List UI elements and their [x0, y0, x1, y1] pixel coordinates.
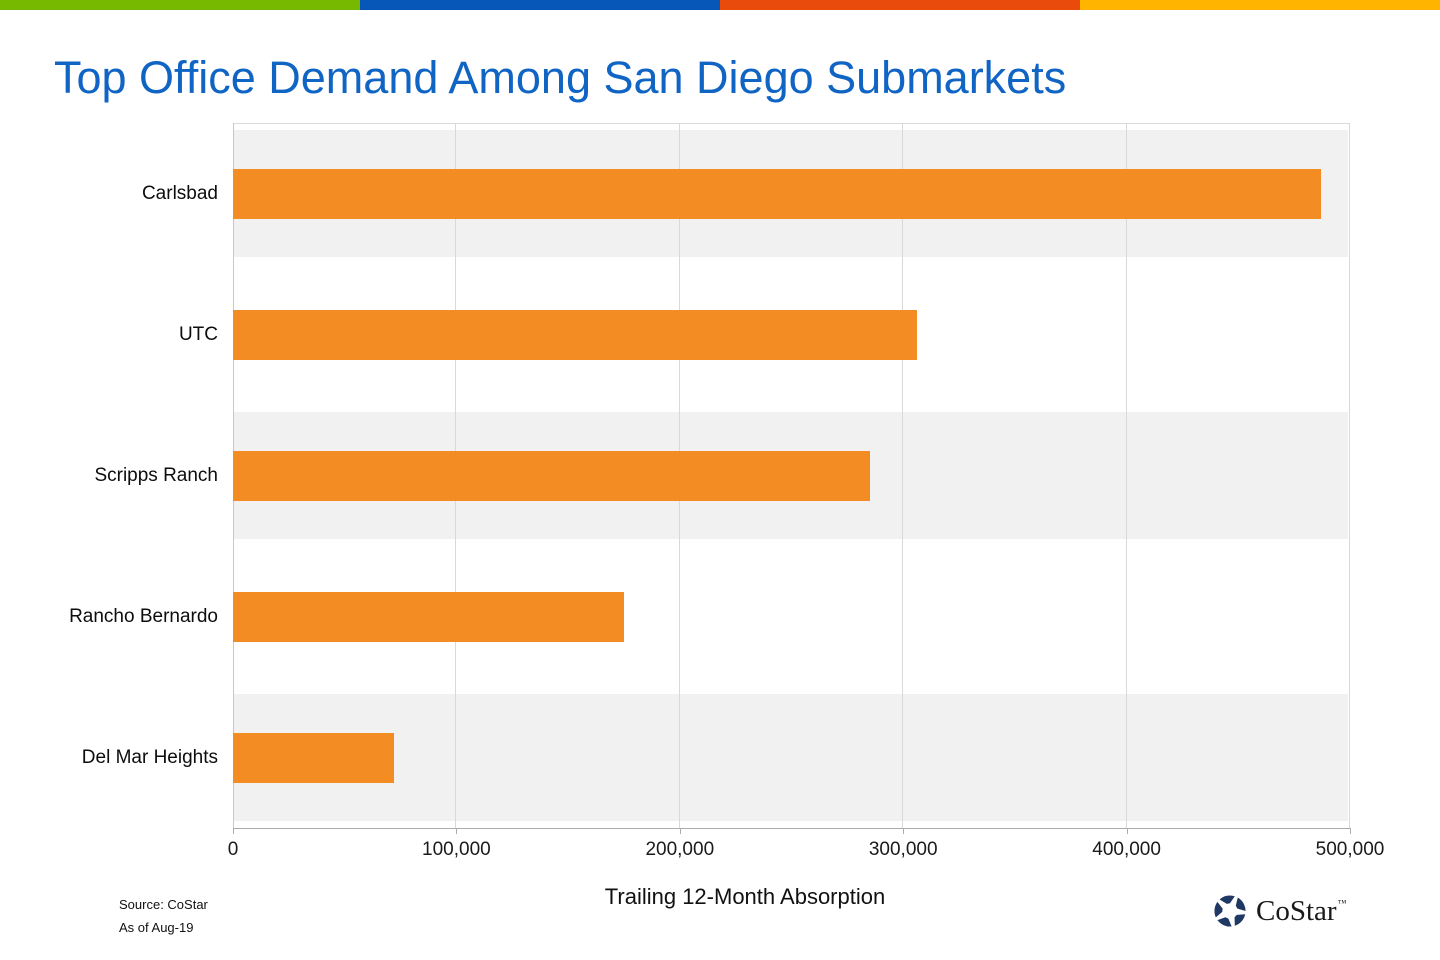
- x-tick-mark: [903, 828, 905, 834]
- pinwheel-petal: [1219, 895, 1235, 904]
- trademark-symbol: ™: [1337, 897, 1347, 908]
- bar-utc: [233, 309, 917, 360]
- plot-area: [233, 123, 1350, 828]
- pinwheel-petal: [1235, 897, 1246, 912]
- x-tick-label: 300,000: [868, 839, 938, 860]
- stripe-segment-1: [0, 0, 360, 10]
- x-axis-line: [233, 828, 1351, 829]
- x-tick-label: 0: [227, 839, 239, 860]
- category-label: Del Mar Heights: [81, 746, 218, 768]
- costar-logo: CoStar™: [1212, 893, 1346, 929]
- x-tick-mark: [456, 828, 458, 834]
- x-tick-mark: [1126, 828, 1128, 834]
- x-tick-label: 200,000: [645, 839, 715, 860]
- bar-rancho-bernardo: [233, 591, 624, 642]
- x-tick-mark: [233, 828, 234, 834]
- x-tick-label: 500,000: [1315, 839, 1385, 860]
- stripe-segment-4: [1080, 0, 1440, 10]
- bar-carlsbad: [233, 168, 1321, 219]
- gridline: [902, 123, 904, 828]
- page-title: Top Office Demand Among San Diego Submar…: [54, 52, 1067, 103]
- x-tick-label: 100,000: [422, 839, 491, 860]
- bar-scripps-ranch: [233, 450, 870, 501]
- source-note: Source: CoStar As of Aug-19: [119, 894, 208, 940]
- category-axis: Carlsbad UTC Scripps Ranch Rancho Bernardo D…: [0, 123, 218, 828]
- category-label: Scripps Ranch: [94, 464, 218, 486]
- row-band: [233, 694, 1348, 821]
- x-tick-label: 400,000: [1092, 839, 1161, 860]
- x-tick-mark: [679, 828, 681, 834]
- category-label: UTC: [178, 323, 218, 345]
- category-label: Rancho Bernardo: [69, 605, 218, 627]
- gridline: [1349, 123, 1350, 828]
- source-line: Source: CoStar: [119, 897, 208, 912]
- gridline: [1125, 123, 1127, 828]
- top-color-stripe: [0, 0, 1440, 10]
- as-of-line: As of Aug-19: [119, 919, 194, 935]
- pinwheel-petal: [1217, 917, 1232, 927]
- bar-del-mar-heights: [233, 732, 394, 783]
- pinwheel-petal: [1234, 914, 1246, 926]
- category-label: Carlsbad: [141, 182, 218, 204]
- costar-pinwheel-icon: [1214, 895, 1246, 927]
- x-axis-title: Trailing 12-Month Absorption: [604, 884, 886, 909]
- stripe-segment-2: [360, 0, 720, 10]
- plot-top-border: [233, 123, 1350, 124]
- x-tick-mark: [1350, 828, 1351, 834]
- pinwheel-petal: [1214, 901, 1223, 918]
- stripe-segment-3: [720, 0, 1080, 10]
- costar-logo-text: CoStar™: [1256, 894, 1347, 927]
